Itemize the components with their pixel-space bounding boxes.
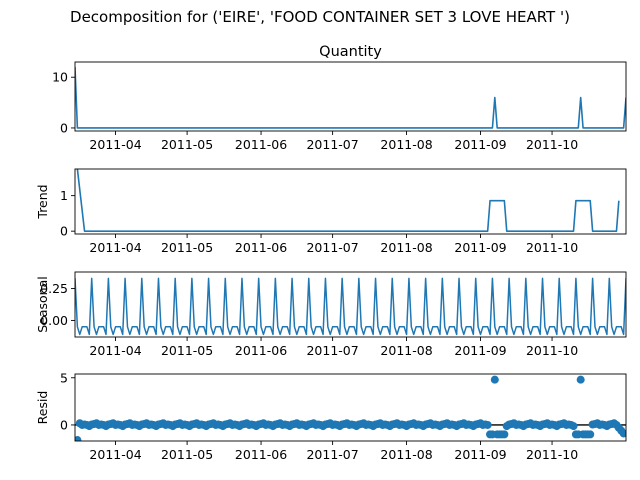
x-tick-label: 2011-05	[161, 343, 213, 358]
x-tick-label: 2011-10	[526, 343, 578, 358]
panel-resid: Resid 0 5 2011-04 2011-05 2011-06 2011-07 2011-…	[35, 370, 627, 462]
x-tick-label: 2011-04	[89, 447, 141, 462]
x-tick-label: 2011-10	[526, 137, 578, 152]
chart-title: Decomposition for ('EIRE', 'FOOD CONTAIN…	[70, 8, 570, 26]
x-tick-label: 2011-09	[454, 447, 506, 462]
observed-series-line	[75, 67, 626, 129]
seasonal-series-line	[75, 277, 626, 336]
y-tick-label: 10	[52, 70, 68, 85]
plot-area	[75, 67, 626, 129]
y-tick-label: 5	[60, 370, 68, 385]
axes-frame	[74, 168, 627, 235]
resid-point	[483, 420, 492, 429]
y-tick-label: 0	[60, 120, 68, 135]
resid-point	[75, 436, 82, 441]
x-tick-label: 2011-07	[306, 240, 358, 255]
y-tick-label: 0.00	[40, 313, 68, 328]
y-axis-label: Trend	[35, 184, 50, 219]
x-tick-label: 2011-05	[161, 447, 213, 462]
resid-point	[490, 375, 499, 384]
axes-frame	[74, 61, 627, 132]
axes-frame	[74, 271, 627, 338]
resid-point	[569, 422, 578, 431]
x-tick-label: 2011-09	[454, 240, 506, 255]
y-axis-label: Seasonal	[35, 276, 50, 333]
plot-area	[75, 375, 626, 441]
plot-area	[75, 277, 626, 336]
x-tick-label: 2011-04	[89, 240, 141, 255]
axes-frame	[74, 373, 627, 442]
panel-title: Quantity	[319, 44, 382, 60]
resid-point	[576, 375, 585, 384]
x-tick-label: 2011-08	[380, 240, 432, 255]
x-tick-label: 2011-08	[380, 343, 432, 358]
x-tick-label: 2011-06	[235, 137, 287, 152]
x-tick-label: 2011-07	[306, 447, 358, 462]
resid-point	[619, 429, 626, 438]
resid-point	[586, 430, 595, 439]
x-tick-label: 2011-05	[161, 137, 213, 152]
x-tick-label: 2011-07	[306, 137, 358, 152]
x-tick-label: 2011-07	[306, 343, 358, 358]
x-tick-label: 2011-10	[526, 240, 578, 255]
x-tick-label: 2011-08	[380, 137, 432, 152]
x-tick-label: 2011-06	[235, 240, 287, 255]
x-tick-label: 2011-08	[380, 447, 432, 462]
resid-point	[500, 430, 509, 439]
x-tick-label: 2011-09	[454, 137, 506, 152]
y-tick-label: 0	[60, 224, 68, 239]
x-tick-label: 2011-06	[235, 447, 287, 462]
x-tick-label: 2011-09	[454, 343, 506, 358]
x-tick-label: 2011-04	[89, 343, 141, 358]
y-tick-label: 0.25	[40, 281, 68, 296]
x-tick-label: 2011-05	[161, 240, 213, 255]
y-tick-label: 0	[60, 417, 68, 432]
x-tick-label: 2011-06	[235, 343, 287, 358]
x-tick-label: 2011-10	[526, 447, 578, 462]
y-tick-label: 1	[60, 188, 68, 203]
panel-observed: Quantity 0 10 2011-04 2011-05 2011-06 2011-07 2…	[52, 44, 627, 152]
panel-trend: Trend 0 1 2011-04 2011-05 2011-06 2011-07 2011-…	[35, 168, 627, 255]
trend-series-line	[76, 169, 620, 232]
x-tick-label: 2011-04	[89, 137, 141, 152]
plot-area	[76, 169, 620, 232]
y-axis-label: Resid	[35, 391, 50, 425]
